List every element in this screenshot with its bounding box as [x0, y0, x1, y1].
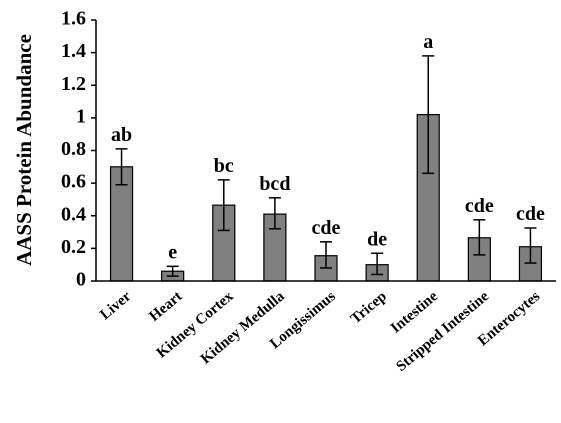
- y-tick-label: 1.6: [61, 8, 86, 30]
- x-tick-label: Tricep: [348, 288, 390, 327]
- significance-label: bc: [214, 155, 234, 177]
- significance-label: de: [367, 228, 387, 250]
- y-axis-title: AASS Protein Abundance: [12, 34, 36, 266]
- significance-label: ab: [111, 124, 132, 146]
- y-tick-label: 0.2: [61, 236, 86, 258]
- significance-label: cde: [465, 195, 494, 217]
- y-tick-label: 0: [76, 269, 86, 291]
- y-axis-ticks: 0 0.2 0.4 0.6 0.8 1 1.2 1.4 1.6: [61, 8, 96, 291]
- y-tick-label: 0.8: [61, 138, 86, 160]
- significance-label: a: [423, 31, 433, 53]
- x-tick-label: Liver: [97, 288, 134, 323]
- significance-label: cde: [312, 217, 341, 239]
- y-tick-label: 1: [76, 105, 86, 127]
- significance-label: bcd: [259, 173, 290, 195]
- y-tick-label: 0.4: [61, 203, 86, 225]
- error-bars: [115, 55, 537, 277]
- significance-label: cde: [516, 203, 545, 225]
- x-tick-label: Heart: [146, 288, 185, 324]
- y-tick-label: 1.4: [61, 40, 86, 62]
- y-tick-label: 1.2: [61, 73, 86, 95]
- significance-label: e: [168, 241, 177, 263]
- y-tick-label: 0.6: [61, 171, 86, 193]
- x-tick-label: Stripped Intestine: [393, 288, 492, 375]
